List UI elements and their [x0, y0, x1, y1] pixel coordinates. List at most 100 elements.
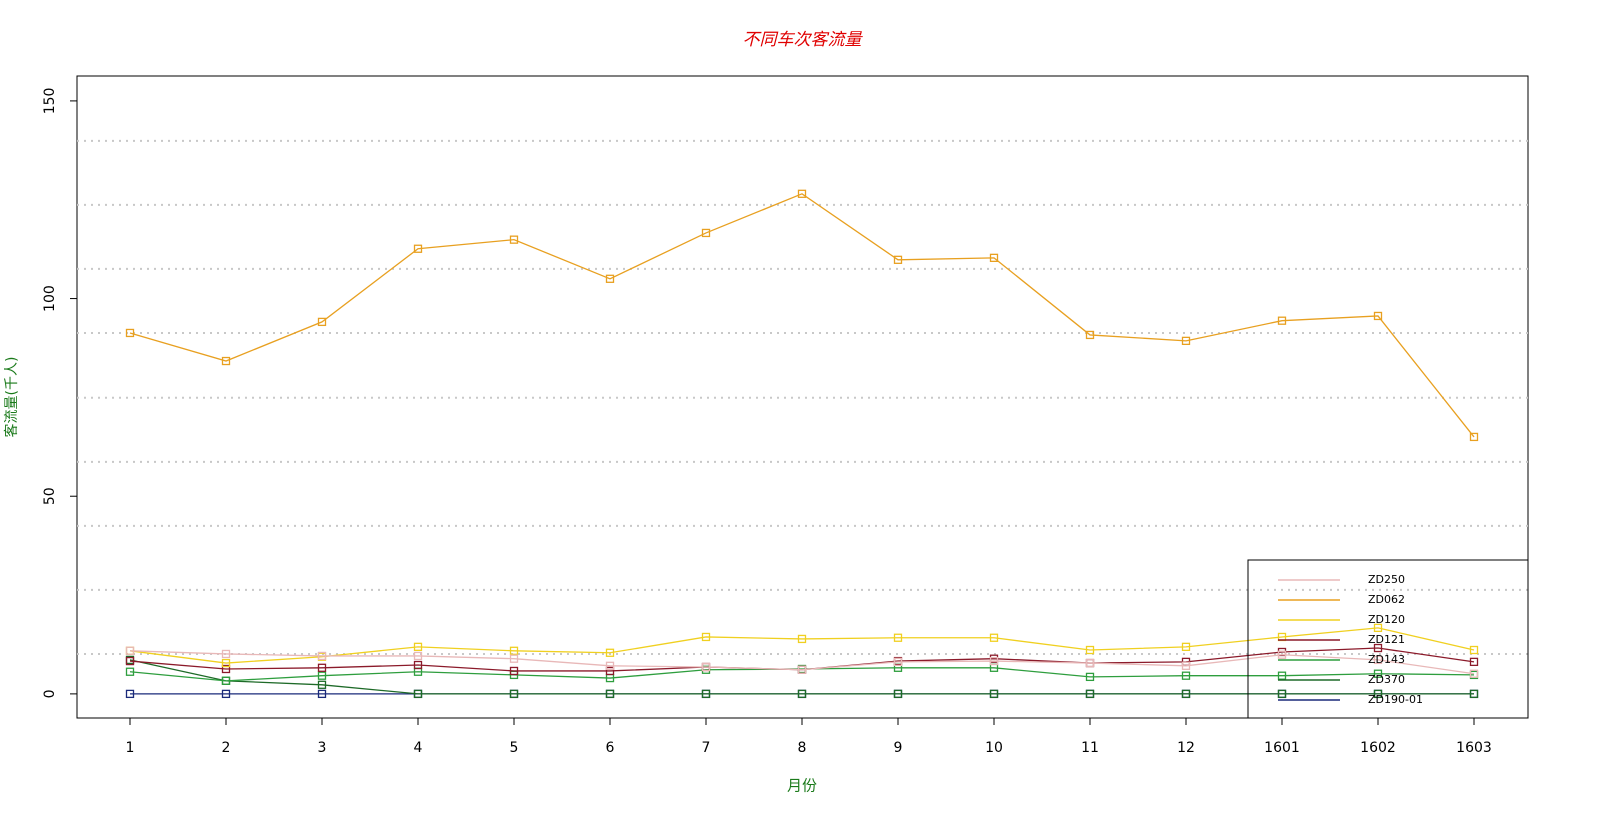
data-point [221, 649, 231, 659]
x-tick-label: 6 [606, 740, 615, 756]
data-point [1277, 671, 1287, 680]
x-tick-label: 1 [126, 740, 135, 756]
data-point [221, 676, 231, 685]
x-tick-label: 8 [798, 740, 807, 756]
legend-label: ZD190-01 [1368, 693, 1423, 706]
data-point [317, 671, 327, 680]
data-point [1181, 661, 1191, 670]
data-point [1085, 689, 1095, 699]
data-point [1085, 330, 1095, 340]
data-point [413, 244, 423, 253]
data-point [1373, 643, 1383, 653]
data-point [509, 689, 519, 699]
data-point [317, 689, 327, 699]
data-point [1373, 311, 1383, 321]
data-point [605, 689, 615, 699]
legend-box [1247, 559, 1529, 719]
data-point [1373, 623, 1383, 633]
y-tick-label: 150 [42, 88, 58, 115]
data-point [1085, 658, 1095, 668]
data-point [221, 664, 231, 674]
data-point [317, 651, 327, 661]
data-point [1277, 689, 1287, 699]
data-point [1085, 645, 1095, 655]
data-point [1469, 645, 1479, 655]
data-point [605, 661, 615, 670]
data-point [701, 689, 711, 699]
x-tick-label: 3 [318, 740, 327, 756]
data-point [509, 646, 519, 655]
data-point [989, 689, 999, 699]
data-point [413, 642, 423, 651]
legend-label: ZD121 [1368, 633, 1405, 646]
series-line [129, 667, 1475, 682]
data-point [1373, 689, 1383, 699]
x-tick-label: 5 [510, 740, 519, 756]
data-point [125, 328, 135, 338]
data-point [797, 189, 807, 198]
y-tick-label: 50 [42, 487, 58, 505]
x-tick-label: 1603 [1456, 740, 1492, 756]
data-point [125, 646, 135, 655]
series-line [129, 627, 1475, 664]
legend-label: ZD120 [1368, 613, 1405, 626]
data-point [1469, 432, 1479, 442]
series-line [129, 650, 1475, 675]
data-point [1277, 650, 1287, 659]
data-point [1469, 689, 1479, 699]
data-point [701, 662, 711, 672]
data-point [1277, 316, 1287, 325]
legend-label: ZD250 [1368, 573, 1405, 586]
x-tick-label: 2 [222, 740, 231, 756]
data-point [221, 689, 231, 699]
legend-label: ZD062 [1368, 593, 1405, 606]
series-line [129, 659, 1474, 695]
series-line [129, 193, 1475, 438]
data-point [125, 656, 135, 666]
data-point [1373, 669, 1383, 678]
data-point [1181, 642, 1191, 651]
data-point [893, 633, 903, 642]
data-point [605, 648, 615, 657]
data-point [125, 667, 135, 676]
data-point [1373, 655, 1383, 665]
x-tick-label: 1601 [1264, 740, 1300, 756]
data-point [509, 235, 519, 244]
x-tick-label: 12 [1177, 740, 1195, 756]
y-tick-label: 0 [42, 689, 58, 698]
data-point [893, 255, 903, 264]
data-point [221, 356, 231, 366]
data-point [317, 663, 327, 672]
data-point [413, 660, 423, 670]
x-tick-label: 1602 [1360, 740, 1396, 756]
x-axis-label: 月份 [787, 777, 817, 795]
legend-label: ZD370 [1368, 673, 1405, 686]
data-point [1469, 669, 1479, 678]
data-point [893, 689, 903, 699]
data-point [317, 317, 327, 327]
data-point [605, 666, 615, 676]
data-point [1085, 672, 1095, 682]
data-point [1181, 336, 1191, 346]
data-point [125, 689, 135, 699]
data-point [413, 689, 423, 699]
y-tick-label: 100 [42, 285, 58, 312]
data-point [701, 228, 711, 238]
data-point [1181, 671, 1191, 680]
data-point [221, 658, 231, 668]
data-point [989, 656, 999, 666]
data-point [893, 657, 903, 667]
data-point [1469, 657, 1479, 667]
data-point [509, 666, 519, 676]
data-point [701, 632, 711, 642]
y-axis-label: 客流量(千人) [3, 357, 20, 438]
x-tick-label: 11 [1081, 740, 1099, 756]
x-tick-label: 10 [985, 740, 1003, 756]
data-point [797, 634, 807, 644]
data-point [605, 274, 615, 283]
data-point [413, 651, 423, 661]
data-point [797, 665, 807, 674]
data-point [1181, 689, 1191, 699]
